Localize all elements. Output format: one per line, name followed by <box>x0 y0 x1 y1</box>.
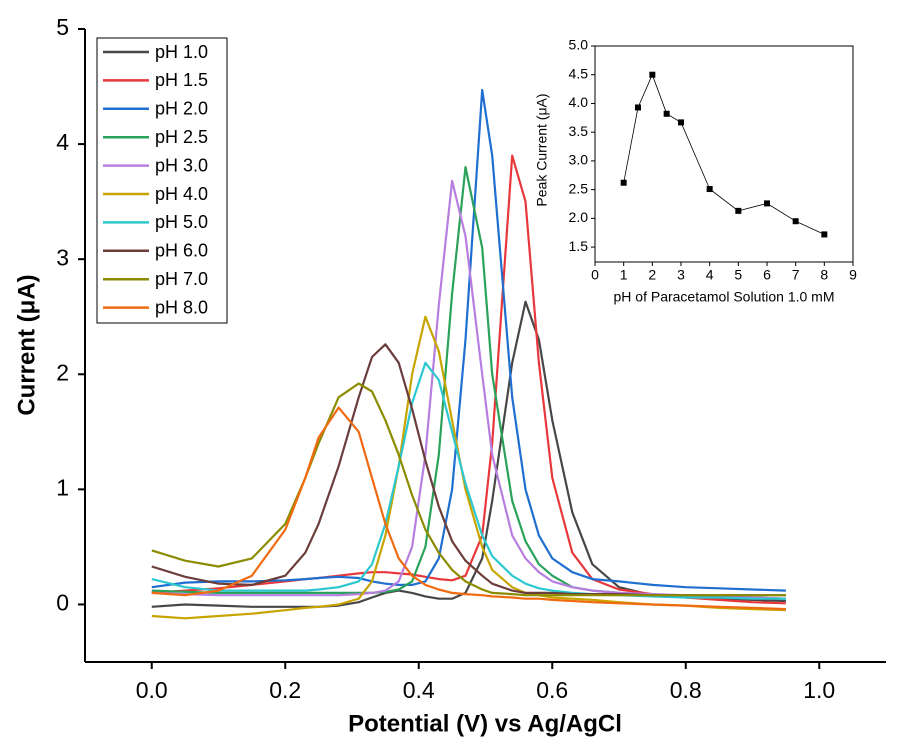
x-tick-label: 3 <box>677 267 685 283</box>
x-tick-label: 4 <box>706 267 714 283</box>
inset-x-label: pH of Paracetamol Solution 1.0 mM <box>614 289 835 305</box>
x-tick-label: 0.4 <box>403 677 435 703</box>
legend-label: pH 2.5 <box>155 127 208 147</box>
legend-label: pH 1.0 <box>155 42 208 62</box>
y-tick-label: 3.5 <box>569 123 589 139</box>
x-tick-label: 0 <box>591 267 599 283</box>
x-tick-label: 0.8 <box>670 677 702 703</box>
y-tick-label: 3 <box>56 244 69 270</box>
legend-label: pH 1.5 <box>155 70 208 90</box>
y-tick-label: 1.5 <box>569 238 589 254</box>
data-point <box>792 218 799 225</box>
y-tick-label: 2.0 <box>569 209 589 225</box>
x-tick-label: 1 <box>620 267 628 283</box>
data-point <box>735 207 742 214</box>
data-point <box>706 186 713 193</box>
y-tick-label: 4.0 <box>569 94 589 110</box>
data-point <box>764 200 770 207</box>
y-tick-label: 1 <box>56 474 69 500</box>
data-line <box>151 300 786 608</box>
legend-label: pH 2.0 <box>155 99 208 119</box>
data-point <box>649 71 656 78</box>
legend-label: pH 6.0 <box>155 241 208 261</box>
data-line <box>151 406 786 611</box>
x-tick-label: 8 <box>820 267 828 283</box>
y-tick-label: 0 <box>56 590 69 616</box>
data-point <box>678 119 684 126</box>
y-axis-label: Current (μA) <box>13 274 40 415</box>
data-point <box>620 179 627 186</box>
x-tick-label: 0.6 <box>536 677 568 703</box>
y-tick-label: 2 <box>56 359 69 385</box>
data-point <box>663 110 670 117</box>
inset-y-label: Peak Current (μA) <box>534 93 550 206</box>
x-tick-label: 6 <box>763 267 771 283</box>
data-line <box>151 315 786 620</box>
x-axis-label: Potential (V) vs Ag/AgCl <box>348 710 622 737</box>
y-tick-label: 3.0 <box>569 152 589 168</box>
inset-frame <box>594 45 854 263</box>
legend-label: pH 5.0 <box>155 212 208 232</box>
legend-label: pH 3.0 <box>155 155 208 175</box>
y-tick-label: 2.5 <box>569 180 589 196</box>
x-tick-label: 1.0 <box>803 677 835 703</box>
x-tick-label: 7 <box>792 267 800 283</box>
x-tick-label: 5 <box>734 267 742 283</box>
x-tick-label: 9 <box>849 267 857 283</box>
y-tick-label: 4 <box>56 129 69 155</box>
y-tick-label: 4.5 <box>569 65 589 81</box>
x-tick-label: 0.0 <box>136 677 168 703</box>
y-tick-label: 5 <box>56 14 69 40</box>
data-point <box>821 231 828 238</box>
y-tick-label: 5.0 <box>569 37 589 53</box>
legend-label: pH 7.0 <box>155 269 208 289</box>
x-tick-label: 2 <box>648 267 656 283</box>
legend-label: pH 4.0 <box>155 184 208 204</box>
data-point <box>635 104 641 111</box>
data-line <box>151 88 786 592</box>
data-line <box>151 343 786 597</box>
data-line <box>151 179 786 600</box>
data-line <box>623 74 825 235</box>
legend-box <box>96 37 228 324</box>
x-tick-label: 0.2 <box>269 677 301 703</box>
legend-label: pH 8.0 <box>155 297 208 317</box>
